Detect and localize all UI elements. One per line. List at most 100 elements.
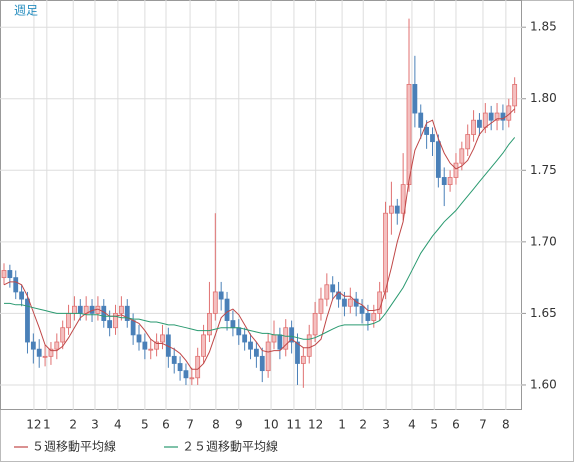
candle-body — [406, 84, 412, 186]
candle-body — [54, 341, 60, 350]
chart-title: 週足 — [14, 4, 38, 18]
candle-body — [107, 320, 113, 329]
candle-body — [177, 363, 183, 372]
candle-body — [171, 355, 177, 364]
candle-body — [289, 327, 295, 343]
x-tick-label: 12 — [26, 418, 41, 432]
x-tick-label: 12 — [308, 418, 323, 432]
x-tick-label: 2 — [69, 418, 77, 432]
candle-body — [1, 270, 7, 279]
candle-body — [66, 313, 71, 329]
candle-body — [25, 298, 30, 343]
candle-body — [265, 341, 271, 372]
candle-body — [512, 84, 518, 107]
candle-body — [154, 341, 160, 350]
candle-body — [430, 134, 435, 143]
x-tick-label: 7 — [186, 418, 194, 432]
x-tick-label: 9 — [235, 418, 243, 432]
candle-body — [118, 305, 124, 314]
candle-body — [42, 355, 48, 358]
ma-line — [3, 108, 516, 370]
candle-body — [142, 341, 148, 350]
candle-body — [412, 84, 418, 114]
candle-body — [30, 341, 36, 350]
y-tick-label: 1.85 — [530, 20, 557, 34]
legend-label: ２５週移動平均線 — [182, 439, 278, 454]
x-tick-label: 7 — [479, 418, 487, 432]
candle-body — [295, 341, 300, 364]
candle-body — [435, 141, 441, 178]
candle-body — [283, 327, 289, 350]
candle-body — [19, 291, 25, 300]
candle-body — [207, 313, 212, 336]
grid — [0, 0, 522, 410]
candle-body — [124, 305, 130, 321]
candle-body — [201, 334, 206, 357]
candle-body — [400, 184, 406, 214]
x-tick-label: 4 — [408, 418, 416, 432]
candle-body — [488, 112, 494, 121]
candle-body — [148, 348, 154, 351]
candle-body — [418, 112, 424, 128]
candle-body — [388, 205, 394, 214]
x-tick-label: 2 — [359, 418, 367, 432]
y-tick-label: 1.75 — [530, 163, 557, 177]
candle-body — [60, 327, 66, 343]
candle-body — [482, 112, 488, 128]
candle-body — [212, 291, 218, 314]
x-tick-label: 6 — [162, 418, 170, 432]
candle-body — [248, 341, 253, 350]
candle-body — [312, 313, 318, 336]
candle-body — [230, 320, 236, 329]
candle-body — [377, 291, 383, 314]
x-tick-label: 10 — [263, 418, 278, 432]
candle-body — [77, 305, 83, 314]
candle-body — [259, 355, 265, 372]
candle-body — [113, 313, 118, 329]
candle-body — [306, 334, 312, 357]
candle-body — [383, 212, 388, 293]
candle-body — [236, 327, 242, 336]
candle-body — [459, 148, 465, 164]
ma-line — [4, 137, 516, 340]
x-tick-label: 8 — [212, 418, 220, 432]
candle-body — [271, 334, 277, 343]
candle-body — [7, 270, 13, 279]
candle-body — [300, 355, 306, 364]
x-tick-label: 11 — [286, 418, 301, 432]
candle-body — [359, 305, 365, 314]
candle-body — [424, 126, 430, 135]
candle-body — [330, 284, 336, 293]
candle-body — [441, 177, 447, 186]
x-tick-label: 6 — [452, 418, 460, 432]
candle-body — [453, 162, 459, 178]
candle-body — [477, 119, 482, 128]
x-tick-label: 1 — [43, 418, 51, 432]
candle-body — [72, 305, 77, 314]
candle-body — [48, 348, 54, 357]
candle-body — [13, 277, 19, 293]
candle-body — [130, 320, 136, 336]
x-tick-label: 8 — [502, 418, 510, 432]
candle-body — [277, 334, 283, 350]
y-tick-label: 1.60 — [530, 377, 557, 391]
candle-body — [195, 355, 201, 379]
candle-body — [347, 298, 353, 307]
x-tick-label: 3 — [382, 418, 390, 432]
candle-body — [36, 348, 42, 357]
candle-body — [218, 291, 224, 300]
candle-body — [465, 134, 471, 150]
y-tick-label: 1.70 — [530, 234, 557, 248]
y-tick-label: 1.80 — [530, 91, 557, 105]
marks — [1, 18, 518, 388]
candle-body — [494, 112, 500, 121]
candle-body — [324, 284, 330, 300]
candle-body — [500, 112, 506, 121]
candle-body — [342, 298, 347, 307]
candle-body — [242, 334, 248, 343]
candle-body — [183, 370, 189, 379]
candle-body — [224, 298, 230, 321]
plot-area — [0, 0, 522, 410]
x-tick-label: 5 — [141, 418, 149, 432]
